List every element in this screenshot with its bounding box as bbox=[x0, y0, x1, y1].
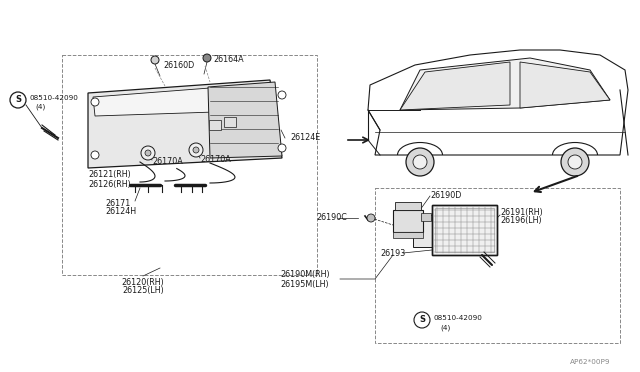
Bar bbox=[393, 232, 423, 238]
Bar bbox=[62, 55, 317, 275]
Text: 26191(RH): 26191(RH) bbox=[500, 208, 543, 217]
Bar bbox=[395, 202, 421, 210]
Circle shape bbox=[367, 214, 375, 222]
Circle shape bbox=[91, 98, 99, 106]
Text: 08510-42090: 08510-42090 bbox=[30, 95, 79, 101]
Text: 26164A: 26164A bbox=[213, 55, 244, 64]
Circle shape bbox=[189, 143, 203, 157]
Polygon shape bbox=[88, 80, 282, 168]
Bar bbox=[209, 120, 221, 130]
Circle shape bbox=[151, 56, 159, 64]
Polygon shape bbox=[400, 58, 610, 110]
Polygon shape bbox=[400, 62, 510, 110]
Text: 26125(LH): 26125(LH) bbox=[122, 286, 164, 295]
Bar bbox=[432, 205, 497, 255]
Text: 26170A: 26170A bbox=[152, 157, 183, 167]
Text: 26124E: 26124E bbox=[290, 134, 320, 142]
Text: 26190M(RH): 26190M(RH) bbox=[280, 270, 330, 279]
Bar bbox=[432, 205, 497, 255]
Circle shape bbox=[278, 91, 286, 99]
Text: (4): (4) bbox=[35, 104, 45, 110]
Text: 26171: 26171 bbox=[105, 199, 131, 208]
Text: S: S bbox=[15, 96, 21, 105]
Circle shape bbox=[406, 148, 434, 176]
Text: AP62*00P9: AP62*00P9 bbox=[570, 359, 611, 365]
Text: S: S bbox=[419, 315, 425, 324]
Circle shape bbox=[561, 148, 589, 176]
Bar bbox=[421, 213, 431, 221]
Bar bbox=[224, 117, 236, 127]
Bar bbox=[375, 188, 620, 343]
Bar bbox=[435, 208, 494, 252]
Circle shape bbox=[10, 92, 26, 108]
Text: 26120(RH): 26120(RH) bbox=[122, 278, 164, 286]
Circle shape bbox=[568, 155, 582, 169]
Circle shape bbox=[91, 151, 99, 159]
Text: 26193: 26193 bbox=[380, 248, 405, 257]
Bar bbox=[393, 210, 423, 232]
Text: 26160D: 26160D bbox=[163, 61, 195, 70]
Text: 26170A: 26170A bbox=[200, 155, 231, 164]
Circle shape bbox=[414, 312, 430, 328]
Circle shape bbox=[413, 155, 427, 169]
Text: 26196(LH): 26196(LH) bbox=[500, 217, 541, 225]
Text: 08510-42090: 08510-42090 bbox=[433, 315, 482, 321]
Text: 26190D: 26190D bbox=[430, 192, 461, 201]
Circle shape bbox=[145, 150, 151, 156]
Circle shape bbox=[278, 144, 286, 152]
Bar bbox=[413, 215, 438, 247]
Polygon shape bbox=[368, 50, 628, 155]
Text: 26124H: 26124H bbox=[105, 208, 136, 217]
Circle shape bbox=[141, 146, 155, 160]
Circle shape bbox=[203, 54, 211, 62]
Polygon shape bbox=[208, 82, 282, 158]
Text: 26190C: 26190C bbox=[316, 214, 347, 222]
Circle shape bbox=[193, 147, 199, 153]
Text: 26126(RH): 26126(RH) bbox=[88, 180, 131, 189]
Text: 26195M(LH): 26195M(LH) bbox=[280, 279, 328, 289]
Polygon shape bbox=[520, 62, 610, 108]
Text: 26121(RH): 26121(RH) bbox=[88, 170, 131, 180]
Polygon shape bbox=[93, 84, 275, 116]
Text: (4): (4) bbox=[440, 325, 451, 331]
